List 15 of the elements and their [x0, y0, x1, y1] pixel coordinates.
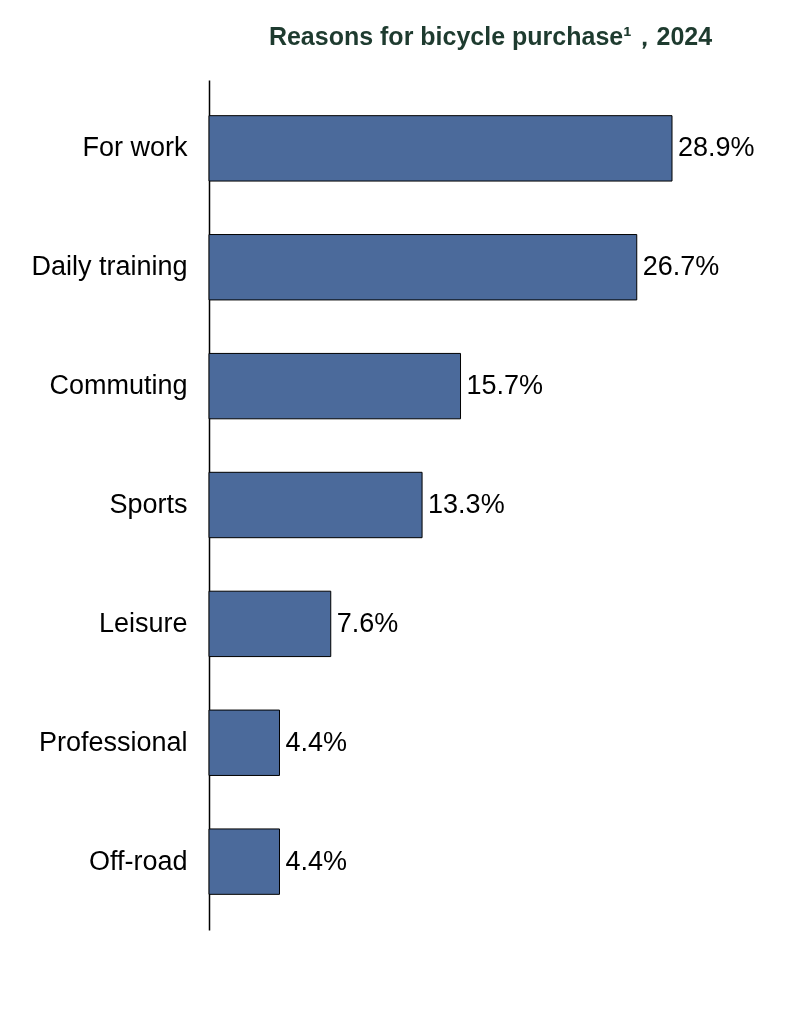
data-label: 4.4% — [285, 845, 348, 876]
y-tick-label: Leisure — [98, 607, 188, 638]
data-label: 13.3% — [428, 489, 505, 519]
data-label: 26.7% — [642, 251, 720, 282]
chart-title: Reasons for bicycle purchase¹，2024 — [268, 22, 713, 50]
data-label: 4.4% — [285, 726, 348, 757]
data-label: 7.6% — [336, 607, 399, 638]
data-label: 28.9% — [678, 132, 755, 163]
y-tick-label: Sports — [109, 489, 188, 519]
y-tick-label: Off-road — [88, 845, 188, 876]
y-tick-label: Daily training — [31, 251, 188, 282]
data-label: 15.7% — [466, 370, 544, 401]
y-tick-label: Commuting — [49, 370, 188, 401]
y-tick-label: Professional — [38, 726, 188, 757]
y-tick-label: For work — [82, 132, 188, 163]
